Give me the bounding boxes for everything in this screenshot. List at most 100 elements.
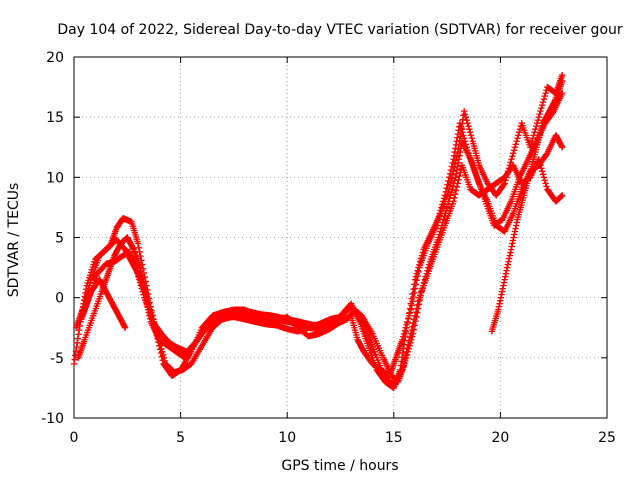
data-point: [461, 110, 469, 118]
data-point: [451, 194, 458, 201]
data-point: [559, 192, 566, 199]
data-point: [516, 126, 524, 133]
data-point: [559, 71, 566, 79]
data-point: [402, 324, 409, 331]
data-point: [452, 187, 460, 194]
data-point: [401, 355, 409, 363]
data-point: [160, 354, 168, 362]
data-point: [452, 190, 459, 198]
data-point: [501, 180, 508, 187]
data-point: [515, 129, 523, 136]
data-point: [409, 323, 416, 330]
data-point: [441, 192, 449, 199]
data-point: [535, 113, 542, 121]
y-tick-label: 0: [55, 291, 64, 307]
data-point: [446, 170, 454, 177]
data-point: [449, 159, 456, 167]
data-point: [415, 268, 422, 275]
data-point: [405, 341, 412, 348]
data-point: [456, 119, 464, 127]
data-point: [456, 172, 463, 180]
y-tick-label: -5: [50, 351, 64, 367]
data-point: [509, 150, 517, 157]
chart-title: Day 104 of 2022, Sidereal Day-to-day VTE…: [57, 22, 623, 38]
data-point: [411, 312, 419, 319]
data-point: [136, 279, 144, 286]
data-point: [436, 210, 444, 217]
data-point: [541, 92, 548, 100]
data-point: [439, 201, 446, 208]
data-point: [539, 98, 547, 106]
data-point: [458, 126, 465, 133]
data-point: [539, 171, 547, 178]
data-point: [412, 308, 420, 316]
data-point: [134, 240, 142, 247]
data-point: [159, 351, 167, 359]
x-tick-label: 0: [70, 430, 79, 446]
data-point: [529, 135, 537, 142]
data-point: [455, 176, 462, 183]
data-point: [538, 165, 545, 172]
data-point: [158, 345, 165, 353]
y-tick-label: 20: [46, 50, 64, 66]
data-point: [468, 135, 476, 142]
data-point: [447, 166, 455, 174]
data-point: [132, 264, 140, 271]
data-point: [449, 186, 456, 193]
data-point: [537, 107, 544, 115]
data-point: [159, 348, 166, 356]
y-tick-label: -10: [41, 411, 64, 427]
data-point: [513, 138, 520, 145]
x-axis-label: GPS time / hours: [281, 458, 398, 474]
data-point: [437, 207, 444, 214]
data-point: [512, 141, 519, 148]
data-point: [530, 132, 537, 139]
data-point: [460, 107, 468, 115]
data-point: [514, 135, 521, 142]
data-point: [411, 289, 418, 297]
data-point: [414, 301, 421, 309]
data-point: [536, 110, 543, 118]
data-point: [400, 359, 408, 366]
data-point: [446, 174, 453, 181]
data-point: [413, 277, 421, 284]
data-point: [464, 119, 471, 127]
data-point: [403, 348, 410, 356]
data-points: [70, 71, 566, 392]
series-track-5: [79, 77, 566, 335]
data-point: [413, 305, 421, 312]
data-point: [407, 306, 415, 313]
data-point: [453, 183, 461, 191]
axis-ticks: 0 5 10 15 20 25 -10 -5 0 5 10 15 20: [41, 50, 616, 446]
data-point: [443, 184, 450, 192]
x-tick-label: 20: [491, 430, 509, 446]
data-point: [538, 104, 545, 112]
data-point: [538, 168, 546, 175]
data-point: [467, 132, 475, 139]
data-point: [402, 352, 409, 359]
data-point: [135, 244, 143, 251]
data-point: [133, 267, 140, 274]
data-point: [510, 147, 518, 154]
data-point: [405, 337, 413, 345]
data-point: [448, 189, 455, 196]
data-point: [440, 195, 448, 202]
data-point: [438, 204, 445, 211]
x-tick-label: 15: [385, 430, 403, 446]
data-point: [540, 174, 548, 181]
data-point: [444, 181, 451, 188]
data-point: [407, 330, 415, 337]
y-tick-label: 15: [46, 110, 64, 126]
data-point: [515, 132, 522, 139]
data-point: [136, 276, 143, 283]
data-point: [537, 162, 544, 169]
data-point: [155, 336, 163, 343]
data-point: [408, 326, 415, 334]
data-point: [139, 288, 146, 295]
data-point: [500, 181, 508, 188]
data-point: [403, 321, 410, 328]
data-point: [433, 222, 440, 229]
data-point: [442, 188, 450, 195]
x-tick-label: 10: [278, 430, 296, 446]
data-point: [135, 273, 142, 280]
